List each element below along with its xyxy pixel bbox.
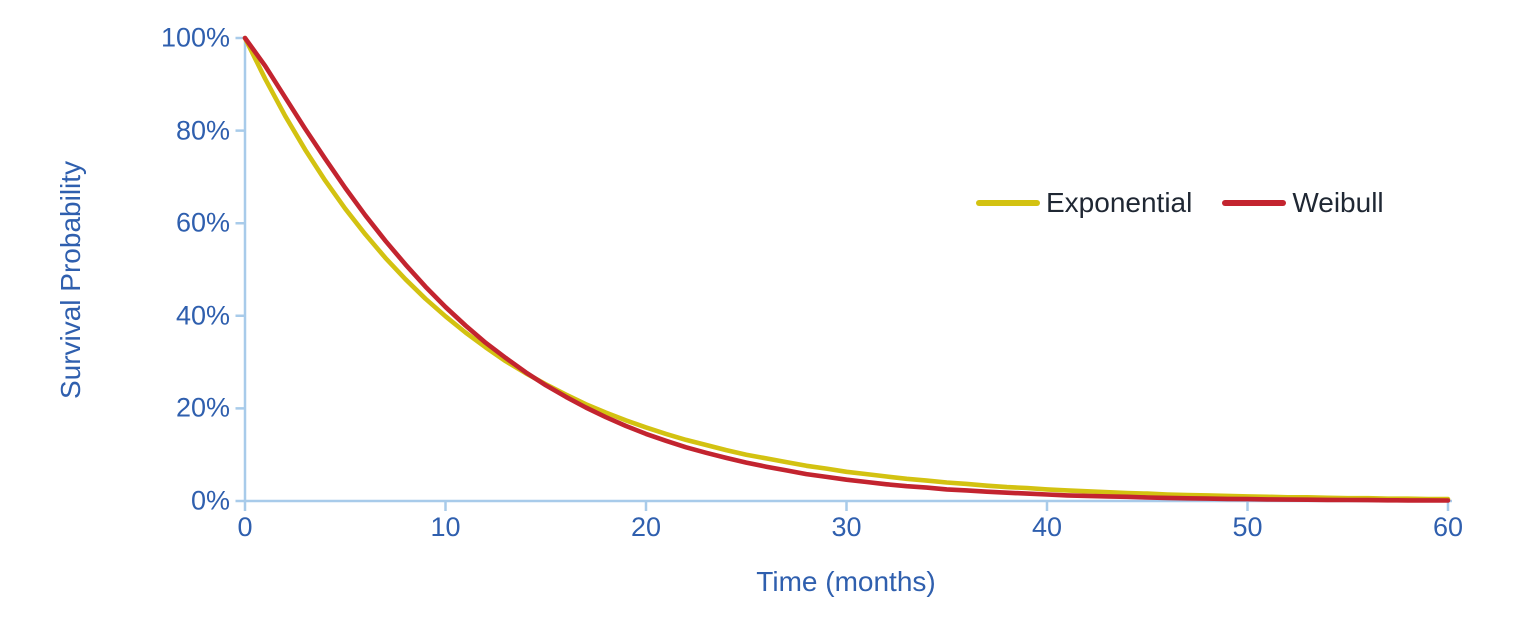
y-tick-label: 40% [175,300,230,331]
x-tick-label: 60 [1432,512,1464,542]
weibull-curve [242,35,1451,503]
legend: Exponential Weibull [976,188,1384,218]
y-axis-title: Survival Probability [55,160,86,400]
y-tick-label: 80% [175,115,230,146]
y-tick-label: 60% [175,207,230,238]
legend-item-exponential: Exponential [976,188,1192,218]
legend-item-weibull: Weibull [1222,187,1384,218]
axes [235,36,1452,511]
x-tick-label: 20 [630,512,662,542]
x-tick-label: 10 [430,512,461,542]
y-tick-label: 0% [190,485,230,516]
x-tick-label: 40 [1031,512,1063,542]
x-tick-label: 0 [237,512,253,542]
legend-label-exponential: Exponential [1046,187,1193,218]
exponential-curve [242,35,1451,502]
series-curves [242,35,1451,503]
x-tick-label: 50 [1232,512,1263,542]
weibull-line-swatch-icon [1222,200,1287,206]
legend-label-weibull: Weibull [1292,187,1384,218]
y-tick-label: 100% [160,22,230,53]
x-tick-label: 30 [831,512,862,542]
x-axis-title: Time (months) [756,566,936,597]
y-tick-label: 20% [175,392,230,423]
axis-lines [235,36,1452,511]
exponential-line-swatch-icon [976,200,1040,206]
